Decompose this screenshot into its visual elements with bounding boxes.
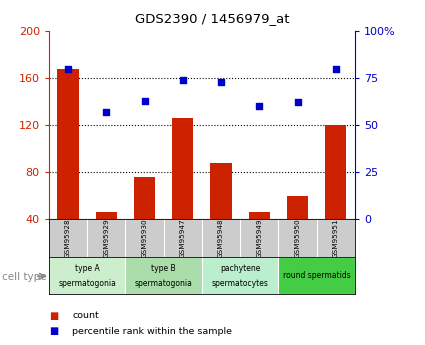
Point (218, 79, 224, 85)
Text: type A: type A (75, 264, 99, 273)
Point (179, 77, 186, 83)
Bar (134, 177, 155, 219)
Bar (325, 125, 346, 219)
Text: spermatocytes: spermatocytes (212, 279, 269, 288)
Bar (278, 257, 355, 294)
Text: GSM95929: GSM95929 (103, 218, 109, 258)
Text: GSM95948: GSM95948 (218, 218, 224, 258)
Bar (57, 69, 79, 219)
Text: percentile rank within the sample: percentile rank within the sample (72, 327, 232, 336)
Point (294, 100, 301, 105)
Point (103, 109, 110, 115)
Text: ■: ■ (49, 311, 58, 321)
Bar (125, 257, 202, 294)
Bar (287, 196, 308, 219)
Text: GSM95949: GSM95949 (256, 218, 262, 258)
Text: round spermatids: round spermatids (283, 271, 351, 280)
Point (65, 66, 71, 71)
Text: GSM95947: GSM95947 (180, 218, 186, 258)
Bar (172, 118, 193, 219)
Text: cell type: cell type (2, 272, 47, 282)
Text: count: count (72, 311, 99, 320)
Text: GDS2390 / 1456979_at: GDS2390 / 1456979_at (135, 12, 290, 25)
Text: GSM95928: GSM95928 (65, 218, 71, 258)
Bar (96, 212, 117, 219)
Bar (49, 257, 125, 294)
Text: ■: ■ (49, 326, 58, 336)
Text: GSM95950: GSM95950 (295, 218, 300, 258)
Text: GSM95951: GSM95951 (333, 218, 339, 258)
Point (256, 104, 263, 109)
Text: pachytene: pachytene (220, 264, 260, 273)
Text: spermatogonia: spermatogonia (135, 279, 193, 288)
Text: GSM95930: GSM95930 (142, 218, 147, 258)
Point (332, 66, 339, 71)
Bar (202, 257, 278, 294)
Point (141, 98, 148, 104)
Text: spermatogonia: spermatogonia (58, 279, 116, 288)
Text: type B: type B (151, 264, 176, 273)
Bar (210, 163, 232, 219)
Bar (249, 212, 270, 219)
